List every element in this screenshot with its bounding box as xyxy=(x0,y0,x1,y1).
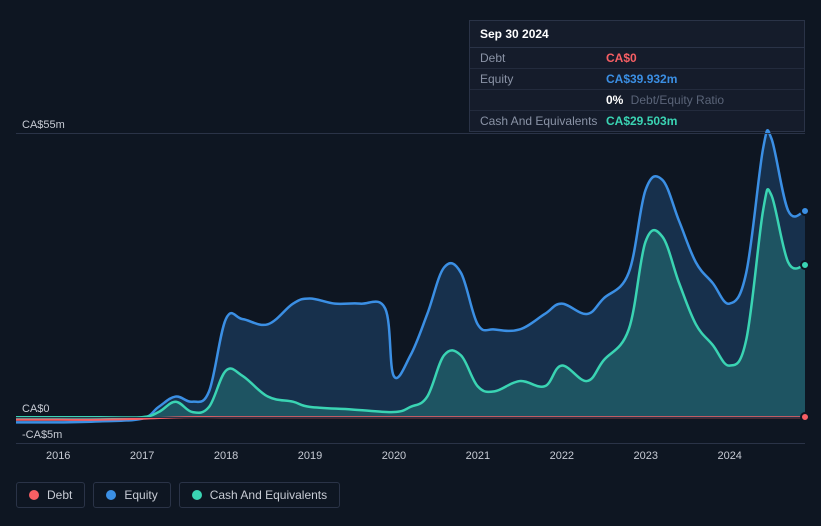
x-axis-tick: 2018 xyxy=(214,450,238,462)
equity-marker xyxy=(800,206,810,216)
legend-label: Debt xyxy=(47,488,72,502)
legend-item-equity[interactable]: Equity xyxy=(93,482,170,508)
x-axis: 2016 2017 2018 2019 2020 2021 2022 2023 2024 xyxy=(16,450,805,470)
tooltip-row-suffix: Debt/Equity Ratio xyxy=(627,93,724,107)
legend-swatch xyxy=(106,490,116,500)
chart-container: Sep 30 2024 DebtCA$0EquityCA$39.932m0% D… xyxy=(0,0,821,526)
x-axis-tick: 2023 xyxy=(634,450,658,462)
grid-line xyxy=(16,133,805,134)
tooltip-row-value: CA$39.932m xyxy=(606,72,677,86)
y-axis-label: CA$55m xyxy=(22,119,65,131)
tooltip-row-label: Debt xyxy=(480,51,606,65)
chart-svg xyxy=(16,123,805,443)
tooltip-row: DebtCA$0 xyxy=(470,48,804,69)
tooltip-row-value: 0% Debt/Equity Ratio xyxy=(606,93,724,107)
tooltip-date: Sep 30 2024 xyxy=(470,21,804,48)
tooltip-row: EquityCA$39.932m xyxy=(470,69,804,90)
cash-marker xyxy=(800,260,810,270)
x-axis-tick: 2016 xyxy=(46,450,70,462)
x-axis-tick: 2022 xyxy=(550,450,574,462)
tooltip-row: 0% Debt/Equity Ratio xyxy=(470,90,804,111)
legend-item-cash-and-equivalents[interactable]: Cash And Equivalents xyxy=(179,482,340,508)
legend-label: Cash And Equivalents xyxy=(210,488,327,502)
debt-marker xyxy=(800,412,810,422)
plot-area xyxy=(16,123,805,443)
grid-line xyxy=(16,417,805,418)
legend-swatch xyxy=(192,490,202,500)
data-tooltip: Sep 30 2024 DebtCA$0EquityCA$39.932m0% D… xyxy=(469,20,805,132)
legend-swatch xyxy=(29,490,39,500)
legend-item-debt[interactable]: Debt xyxy=(16,482,85,508)
y-axis-label: CA$0 xyxy=(22,403,50,415)
x-axis-tick: 2024 xyxy=(717,450,741,462)
tooltip-row-label: Equity xyxy=(480,72,606,86)
grid-line xyxy=(16,443,805,444)
x-axis-tick: 2020 xyxy=(382,450,406,462)
x-axis-tick: 2021 xyxy=(466,450,490,462)
y-axis-label: -CA$5m xyxy=(22,429,62,441)
tooltip-row-label xyxy=(480,93,606,107)
tooltip-row-value: CA$0 xyxy=(606,51,637,65)
legend: Debt Equity Cash And Equivalents xyxy=(16,482,340,508)
legend-label: Equity xyxy=(124,488,157,502)
x-axis-tick: 2017 xyxy=(130,450,154,462)
x-axis-tick: 2019 xyxy=(298,450,322,462)
